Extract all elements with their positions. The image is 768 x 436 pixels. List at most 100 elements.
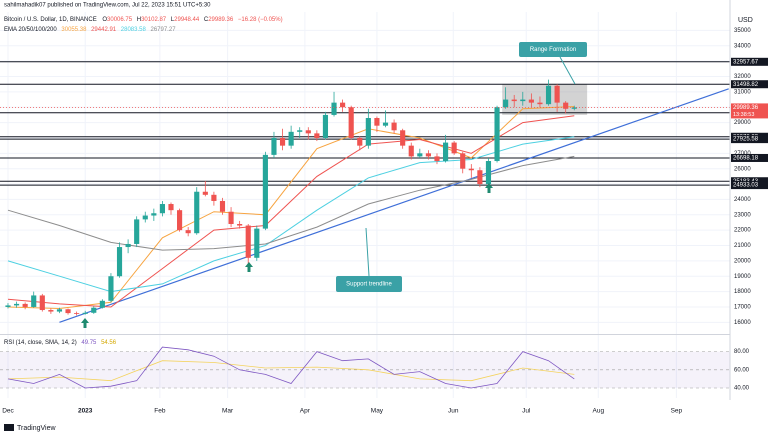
y-tick-label: 17000 <box>734 305 751 311</box>
candle-body <box>520 99 526 102</box>
candle-body <box>262 154 268 229</box>
y-tick-label: 29000 <box>734 120 751 126</box>
candle-body <box>297 130 303 132</box>
candle-body <box>382 122 389 126</box>
x-tick-label: Apr <box>300 408 311 415</box>
candle-body <box>571 107 577 109</box>
rsi-tick-label: 40.00 <box>734 386 750 392</box>
trendline <box>59 88 729 323</box>
level-label-box <box>731 153 768 162</box>
x-tick-label: Mar <box>222 408 234 415</box>
candle-body <box>168 204 174 211</box>
candle-body <box>477 170 483 185</box>
candle-body <box>202 191 208 195</box>
candle-body <box>237 224 243 226</box>
ohlc-label: C <box>204 17 209 23</box>
candle-body <box>13 303 20 306</box>
annotation-box <box>519 42 587 57</box>
ema-value: 30055.38 <box>61 27 87 33</box>
candle-body <box>65 309 71 314</box>
candle-body <box>5 305 11 307</box>
candle-body <box>228 211 234 224</box>
candle-body <box>48 310 54 312</box>
candle-body <box>279 137 286 146</box>
footer: TradingView <box>17 425 56 432</box>
pane-separator <box>0 334 730 335</box>
candle-body <box>185 230 191 234</box>
y-tick-label: 32000 <box>734 74 751 80</box>
y-tick-label: 19000 <box>734 274 751 280</box>
x-tick-label: Aug <box>593 408 605 415</box>
x-tick-label: May <box>371 408 384 415</box>
level-label: 32957.67 <box>733 59 759 65</box>
annotation: Range Formation <box>530 47 576 53</box>
x-tick-label: 2023 <box>78 408 93 415</box>
candle-body <box>142 215 148 220</box>
ohlc-label: L <box>171 17 175 23</box>
level-label: 26698.18 <box>733 156 759 162</box>
candle-body <box>460 153 466 169</box>
level-label: 27925.58 <box>733 137 759 143</box>
annotation-pointer <box>365 227 370 277</box>
x-tick-label: Feb <box>154 408 166 415</box>
candle-body <box>494 107 500 162</box>
x-tick-label: Jul <box>522 408 531 415</box>
candle-body <box>219 200 226 212</box>
y-tick-label: 27000 <box>734 151 751 157</box>
level-label-box <box>731 80 768 89</box>
ohlc-value: 29989.36 <box>208 17 234 23</box>
candle-body <box>177 210 183 231</box>
y-tick-label: 22000 <box>734 228 751 234</box>
candle-body <box>348 107 354 138</box>
ohlc-label: O <box>102 17 107 23</box>
y-tick-label: 26000 <box>734 166 751 172</box>
y-tick-label: 24000 <box>734 197 751 203</box>
candle-body <box>442 142 449 162</box>
candle-body <box>39 295 45 311</box>
level-label-box <box>731 181 768 190</box>
candle-body <box>417 153 423 157</box>
candle-body <box>485 161 492 185</box>
candle-body <box>91 307 97 313</box>
y-tick-label: 16000 <box>734 320 751 326</box>
candle-body <box>545 85 552 105</box>
x-tick-label: Jun <box>448 408 459 415</box>
y-tick-label: 21000 <box>734 243 751 249</box>
candle-body <box>22 303 28 307</box>
candle-body <box>468 168 474 171</box>
candle-body <box>305 130 311 134</box>
y-tick-label: 31000 <box>734 89 751 95</box>
candle-body <box>374 118 380 126</box>
arrow-icon <box>81 318 89 328</box>
arrow-icon <box>485 183 493 193</box>
candle-body <box>82 312 88 314</box>
ema-value: 26797.27 <box>151 27 177 33</box>
rsi-value: 54.56 <box>101 340 117 346</box>
plot <box>0 61 730 389</box>
candle-body <box>56 309 63 312</box>
candle-body <box>31 295 37 307</box>
candle-body <box>99 300 105 308</box>
candle-body <box>271 137 277 155</box>
candle-body <box>391 122 397 131</box>
candle-body <box>151 213 157 216</box>
candle-body <box>537 102 543 105</box>
rsi-tick-label: 60.00 <box>734 367 750 373</box>
change: −16.28 (−0.05%) <box>238 17 283 23</box>
grid <box>0 12 730 398</box>
publisher: sahilmahadik07 published on TradingView.… <box>4 3 211 9</box>
candle-body <box>554 85 560 103</box>
y-tick-label: 34000 <box>734 43 751 49</box>
indicator-line <box>7 346 575 389</box>
candle-body <box>528 99 534 103</box>
ema-label: EMA 20/50/100/200 <box>4 27 57 33</box>
y-tick-label: 35000 <box>734 28 751 34</box>
indicator-line <box>7 360 575 382</box>
candle-body <box>254 228 260 258</box>
countdown: 13:38:53 <box>733 112 754 118</box>
y-tick-label: 18000 <box>734 289 751 295</box>
candle-body <box>134 219 140 244</box>
level-label: 31498.82 <box>733 82 759 88</box>
